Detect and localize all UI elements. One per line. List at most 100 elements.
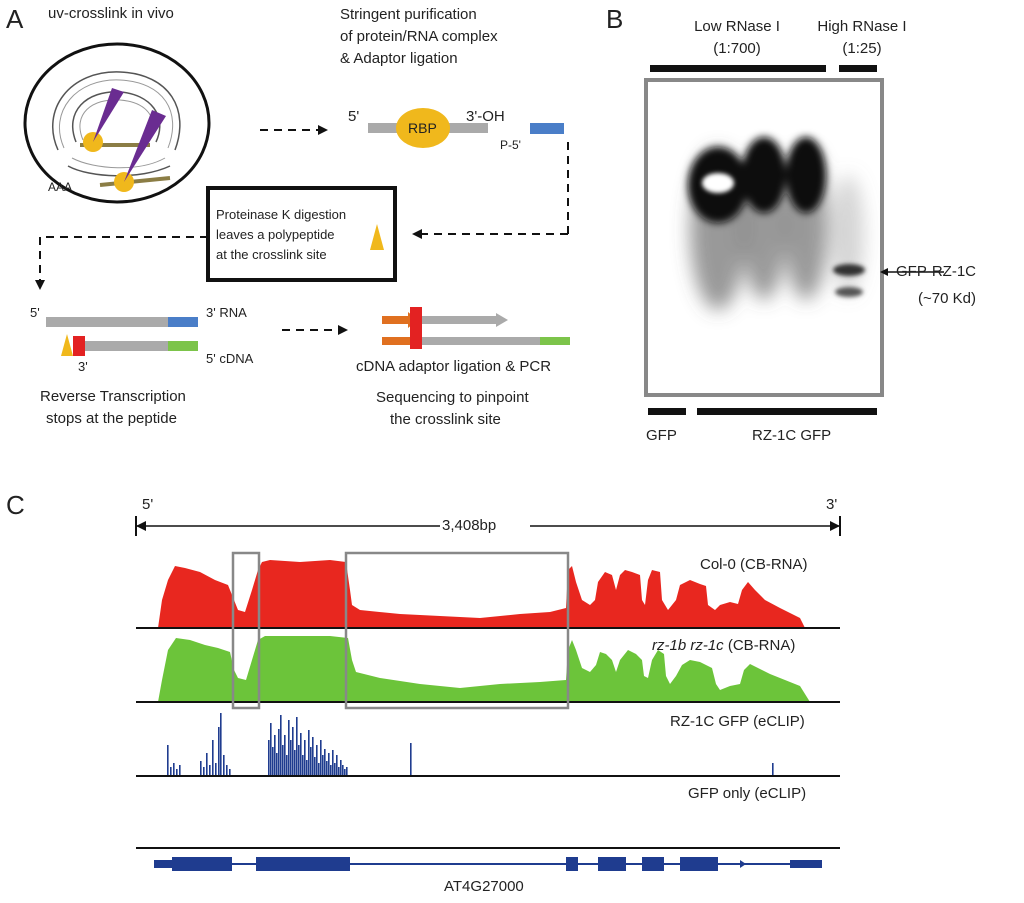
scale-3prime: 3' <box>826 496 838 513</box>
eclip-bar <box>173 763 175 775</box>
track-rz-label: rz-1b rz-1c (CB-RNA) <box>652 637 795 655</box>
eclip-bar <box>334 763 336 775</box>
eclip-bar <box>312 737 314 775</box>
low-rnase-line1: Low RNase I <box>694 18 780 35</box>
step2-line2: of protein/RNA complex <box>340 28 498 45</box>
panel-c-label: C <box>6 490 25 520</box>
eclip-bar <box>268 740 270 775</box>
eclip-bar <box>306 760 308 775</box>
box-line1: Proteinase K digestion <box>216 207 347 222</box>
eclip-bar <box>332 750 334 775</box>
eclip-bar <box>314 757 316 775</box>
track-rz-italic: rz-1b rz-1c <box>652 637 724 654</box>
high-rnase-line1: High RNase I <box>817 18 907 35</box>
eclip-bar <box>215 763 217 775</box>
eclip-bar <box>220 713 222 775</box>
eclip-bar <box>276 753 278 775</box>
aaa-label: AAA <box>48 180 73 194</box>
step2-line3: & Adaptor ligation <box>340 50 458 67</box>
seq-text-line2: Sequencing to pinpoint <box>376 389 529 406</box>
peptide-triangle <box>370 224 384 250</box>
eclip-bar <box>229 769 231 775</box>
highlight-box-2 <box>344 551 570 710</box>
gene-name-label: AT4G27000 <box>444 878 524 895</box>
rt-text-line2: stops at the peptide <box>46 410 177 427</box>
eclip-bar <box>212 740 214 775</box>
eclip-bar <box>179 765 181 775</box>
eclip-bar <box>274 735 276 775</box>
eclip-bar <box>290 740 292 775</box>
eclip-bar <box>284 735 286 775</box>
box-line3: at the crosslink site <box>216 247 327 262</box>
track-rz1c-eclip-label: RZ-1C GFP (eCLIP) <box>670 713 805 730</box>
cell-outline <box>23 42 211 204</box>
rz1b-rz1c-coverage <box>158 636 810 702</box>
eclip-bar <box>200 761 202 775</box>
rna-5prime: 5' <box>348 108 360 125</box>
eclip-bar <box>278 729 280 775</box>
eclip-bar <box>324 749 326 775</box>
eclip-bar <box>320 740 322 775</box>
rna-3prime-oh: 3'-OH <box>466 108 505 125</box>
rz1c-eclip-bars <box>167 713 774 775</box>
eclip-bar <box>176 769 178 775</box>
panel-b-label: B <box>606 4 624 34</box>
lane-gfp-label: GFP <box>646 427 677 444</box>
low-rnase-line2: (1:700) <box>713 40 761 57</box>
eclip-bar <box>300 733 302 775</box>
rna-strand-2 <box>99 176 171 187</box>
col0-coverage <box>158 560 805 628</box>
adaptor-p5-label: P-5' <box>500 138 521 152</box>
eclip-bar <box>342 765 344 775</box>
eclip-bar <box>318 763 320 775</box>
uv-beam-1 <box>93 88 124 142</box>
eclip-bar <box>272 747 274 775</box>
eclip-bar <box>218 727 220 775</box>
track-gfp-eclip-label: GFP only (eCLIP) <box>688 785 807 802</box>
rt-5prime: 5' <box>30 305 40 320</box>
eclip-bar <box>772 763 774 775</box>
eclip-bar <box>316 745 318 775</box>
eclip-bar <box>286 755 288 775</box>
eclip-bar <box>170 767 172 775</box>
eclip-bar <box>322 755 324 775</box>
eclip-bar <box>270 723 272 775</box>
rbp-ellipse <box>396 108 450 148</box>
eclip-bar <box>280 715 282 775</box>
rbp-label: RBP <box>408 120 437 136</box>
highlight-box-1 <box>231 551 261 710</box>
eclip-bar <box>226 765 228 775</box>
eclip-bar <box>338 767 340 775</box>
rt-5prime-cdna: 5' cDNA <box>206 351 254 366</box>
band-label-line1: GFP-RZ-1C <box>896 263 976 280</box>
eclip-bar <box>167 745 169 775</box>
uv-beam-2 <box>124 110 166 182</box>
eclip-bar <box>206 753 208 775</box>
rt-text-line1: Reverse Transcription <box>40 388 186 405</box>
eclip-bar <box>326 761 328 775</box>
eclip-bar <box>346 767 348 775</box>
eclip-bar <box>296 717 298 775</box>
eclip-bar <box>336 755 338 775</box>
panel-a-label: A <box>6 4 24 34</box>
eclip-bar <box>340 760 342 775</box>
eclip-bar <box>328 753 330 775</box>
eclip-bar <box>288 720 290 775</box>
eclip-bar <box>330 765 332 775</box>
box-line2: leaves a polypeptide <box>216 227 335 242</box>
gene-model <box>154 857 822 871</box>
scale-5prime: 5' <box>142 496 154 513</box>
eclip-bar <box>304 740 306 775</box>
eclip-bar <box>344 769 346 775</box>
rt-3prime-rna: 3' RNA <box>206 305 247 320</box>
track-rz-rest: (CB-RNA) <box>723 637 796 654</box>
band-label-line2: (~70 Kd) <box>918 290 976 307</box>
eclip-bar <box>302 755 304 775</box>
gene-length-label: 3,408bp <box>442 517 497 534</box>
high-rnase-line2: (1:25) <box>842 40 882 57</box>
eclip-bar <box>310 747 312 775</box>
eclip-bar <box>223 755 225 775</box>
